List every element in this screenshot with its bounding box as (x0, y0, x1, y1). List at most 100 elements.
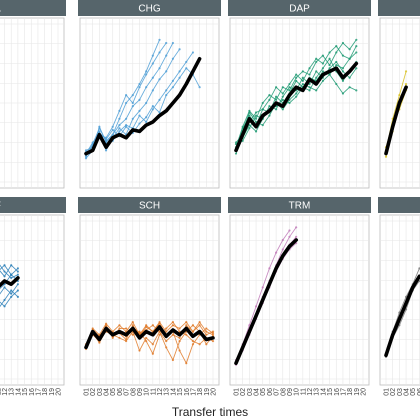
facet-title: FA (0, 4, 1, 15)
x-tick-label: 05 (410, 388, 417, 396)
replicate-point (254, 305, 258, 308)
replicate-point (145, 325, 148, 328)
replicate-point (138, 114, 141, 117)
replicate-point (315, 76, 318, 79)
x-tick-label: 03 (247, 388, 254, 396)
replicate-point (205, 330, 208, 333)
facet-panel: EF01020304050607080910111213141516171819… (0, 197, 66, 396)
replicate-point (151, 89, 154, 92)
replicate-point (118, 327, 121, 330)
replicate-point (165, 330, 168, 333)
replicate-point (3, 286, 6, 289)
x-tick-label: 14 (15, 388, 22, 396)
facet-title: TRM (289, 201, 311, 212)
replicate-point (281, 92, 284, 95)
replicate-point (335, 82, 338, 86)
replicate-point (145, 120, 148, 124)
replicate-point (158, 333, 161, 336)
replicate-point (384, 155, 388, 158)
x-tick-label: 18 (42, 388, 49, 396)
replicate-point (335, 51, 338, 54)
replicate-point (248, 111, 251, 114)
x-tick-label: 09 (137, 388, 144, 396)
x-tick-label: 09 (287, 388, 294, 396)
replicate-point (111, 133, 114, 136)
replicate-point (138, 82, 141, 86)
x-tick-label: 05 (260, 388, 267, 396)
replicate-point (145, 73, 148, 76)
replicate-point (355, 38, 358, 41)
replicate-point (348, 48, 351, 51)
x-tick-label: 11 (300, 388, 307, 395)
replicate-point (321, 70, 324, 73)
replicate-point (335, 63, 338, 67)
replicate-point (191, 51, 195, 54)
replicate-point (398, 94, 401, 97)
replicate-point (16, 295, 19, 298)
replicate-point (171, 57, 174, 60)
replicate-line (0, 289, 19, 308)
mean-line (384, 274, 420, 358)
replicate-point (308, 86, 311, 89)
replicate-point (165, 339, 168, 343)
x-tick-label: 12 (307, 388, 314, 396)
x-tick-label: 12 (157, 388, 164, 396)
replicate-point (3, 275, 6, 278)
replicate-point (125, 338, 128, 341)
replicate-point (191, 330, 195, 333)
x-tick-label: 13 (164, 388, 171, 396)
mean-line (234, 238, 298, 365)
replicate-point (104, 324, 108, 327)
x-tick-label: 13 (314, 388, 321, 396)
replicate-point (295, 73, 298, 76)
replicate-point (171, 324, 174, 327)
replicate-point (198, 324, 201, 327)
x-tick-label: 16 (29, 388, 36, 396)
replicate-point (404, 70, 408, 73)
replicate-point (288, 82, 291, 86)
facet-strip (0, 197, 66, 213)
replicate-point (3, 305, 6, 308)
replicate-point (16, 273, 19, 276)
x-tick-label: 07 (124, 388, 131, 396)
replicate-point (281, 108, 284, 111)
replicate-point (98, 341, 101, 344)
replicate-point (145, 324, 148, 327)
replicate-point (125, 94, 128, 97)
x-axis-title: Transfer times (172, 405, 248, 419)
mean-line (84, 57, 202, 156)
mean-line (0, 276, 20, 288)
replicate-point (211, 332, 215, 335)
replicate-point (84, 149, 88, 152)
replicate-line (0, 264, 19, 276)
replicate-point (10, 295, 13, 298)
replicate-point (10, 289, 13, 292)
replicate-line (0, 264, 19, 278)
replicate-point (308, 89, 311, 92)
x-tick-label: 06 (267, 388, 274, 396)
x-tick-label: 02 (90, 388, 97, 396)
replicate-point (295, 226, 298, 229)
replicate-point (191, 324, 195, 327)
replicate-point (165, 327, 168, 330)
x-tick-label: 06 (417, 388, 420, 396)
mean-line (234, 61, 359, 153)
replicate-point (335, 45, 338, 48)
facet-strip (378, 0, 420, 16)
x-tick-label: 03 (397, 388, 404, 396)
replicate-point (308, 67, 311, 70)
x-tick-label: 08 (130, 388, 137, 396)
x-tick-label: 14 (320, 388, 327, 396)
x-tick-label: 11 (0, 388, 2, 395)
facet-strip (378, 197, 420, 213)
replicate-point (185, 60, 188, 64)
replicate-point (198, 321, 201, 324)
replicate-point (178, 70, 181, 73)
replicate-point (138, 349, 141, 352)
replicate-point (165, 70, 168, 73)
replicate-point (301, 82, 304, 86)
replicate-point (198, 86, 201, 89)
facet-title: DAP (289, 4, 310, 15)
replicate-point (131, 117, 134, 120)
replicate-point (131, 324, 134, 327)
